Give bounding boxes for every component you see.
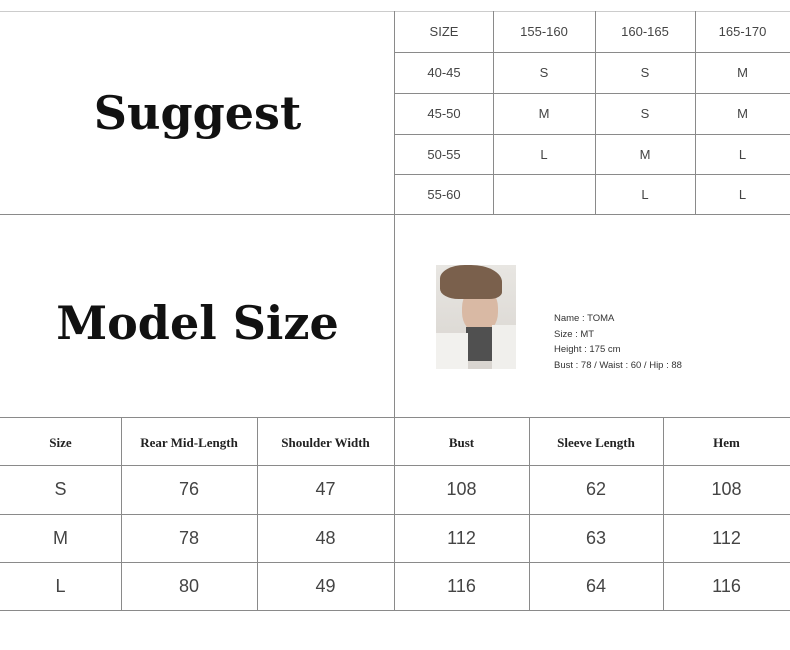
table-header: Hem — [713, 435, 740, 450]
divider — [0, 417, 790, 418]
table-cell: L — [55, 575, 66, 596]
table-cell: S — [640, 65, 650, 80]
table-cell: 62 — [585, 479, 607, 499]
model-info: Name : TOMA Size : MT Height : 175 cm Bu… — [554, 311, 682, 373]
divider — [395, 134, 790, 135]
table-cell: 112 — [712, 527, 741, 548]
table-cell: 116 — [447, 575, 476, 596]
divider — [0, 514, 790, 515]
table-cell: M — [538, 106, 550, 121]
divider — [395, 174, 790, 175]
model-name: Name : TOMA — [554, 313, 615, 324]
table-header: 165-170 — [718, 24, 767, 39]
suggest-title: Suggest — [93, 85, 302, 140]
divider — [0, 562, 790, 563]
divider — [257, 417, 258, 610]
table-cell: 50-55 — [427, 146, 461, 162]
table-header: Sleeve Length — [557, 435, 635, 450]
divider — [663, 417, 664, 610]
table-cell: 47 — [315, 479, 336, 499]
table-cell: 40-45 — [427, 65, 461, 80]
table-cell: L — [540, 146, 548, 162]
table-cell: M — [53, 527, 68, 548]
divider — [0, 610, 790, 611]
table-cell: S — [640, 106, 650, 121]
table-cell: 49 — [315, 575, 336, 596]
divider — [0, 214, 790, 215]
divider — [395, 93, 790, 94]
divider — [0, 11, 790, 12]
model-size: Size : MT — [554, 328, 595, 340]
table-cell: 78 — [178, 527, 200, 548]
table-header: 160-165 — [621, 24, 669, 39]
table-cell: 108 — [446, 479, 477, 499]
table-cell: 108 — [711, 479, 742, 499]
table-cell: 76 — [178, 479, 200, 499]
table-header: Shoulder Width — [281, 435, 370, 450]
divider — [695, 11, 696, 214]
divider — [394, 417, 395, 610]
table-cell: 112 — [447, 527, 476, 548]
table-header: SIZE — [429, 24, 459, 39]
table-cell: L — [738, 186, 747, 202]
divider — [395, 52, 790, 53]
table-header: 155-160 — [520, 24, 568, 39]
divider — [394, 11, 395, 417]
table-header: Rear Mid-Length — [140, 435, 238, 450]
model-size-title: Model Size — [56, 295, 339, 350]
table-header: Bust — [448, 435, 475, 450]
model-measurements: Bust : 78 / Waist : 60 / Hip : 88 — [554, 359, 682, 371]
table-cell: L — [641, 186, 649, 202]
table-cell: S — [539, 65, 549, 80]
table-cell: 64 — [585, 575, 607, 596]
table-header: Size — [49, 435, 72, 450]
divider — [121, 417, 122, 610]
table-cell: 48 — [315, 527, 336, 548]
divider — [529, 417, 530, 610]
table-cell: S — [54, 479, 67, 499]
table-cell: 55-60 — [427, 186, 461, 202]
table-cell: 80 — [178, 575, 200, 596]
model-photo — [436, 265, 516, 369]
table-cell: M — [639, 146, 651, 162]
divider — [493, 11, 494, 214]
table-cell: 45-50 — [427, 106, 461, 121]
table-cell: L — [738, 146, 747, 162]
table-cell: 116 — [712, 575, 741, 596]
table-cell: M — [737, 65, 748, 80]
model-height: Height : 175 cm — [554, 344, 621, 355]
table-cell — [493, 174, 595, 214]
divider — [595, 11, 596, 214]
divider — [0, 465, 790, 466]
table-cell: M — [737, 106, 748, 121]
table-cell: 63 — [585, 527, 607, 548]
